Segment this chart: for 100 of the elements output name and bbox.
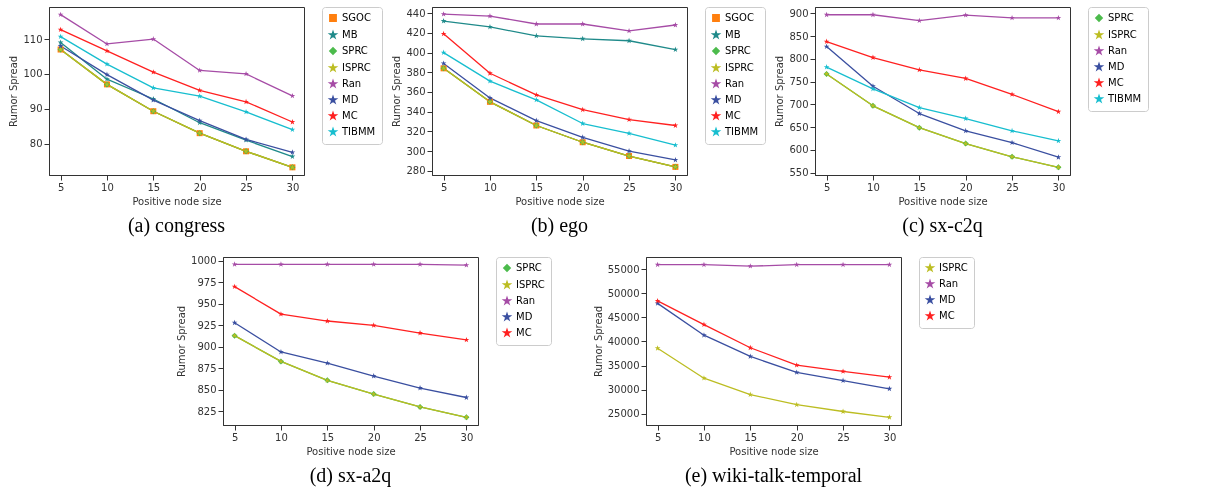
x-tick-label: 15 xyxy=(321,431,335,443)
y-tick-label: 110 xyxy=(23,33,43,45)
x-tick-label: 20 xyxy=(193,181,207,193)
y-tick-label: 850 xyxy=(789,30,809,42)
x-tick-label: 25 xyxy=(414,431,427,443)
legend-label: MC xyxy=(939,310,955,321)
x-tick-label: 20 xyxy=(367,431,381,443)
x-tick-label: 10 xyxy=(698,431,711,443)
text: (d) sx-a2q xyxy=(309,464,392,487)
y-tick-label: 950 xyxy=(197,298,217,310)
legend-label: ISPRC xyxy=(725,62,754,73)
y-tick-label: 420 xyxy=(406,27,426,39)
legend-label: MD xyxy=(516,311,533,322)
x-tick-label: 25 xyxy=(837,431,850,443)
x-tick-label: 10 xyxy=(867,181,880,193)
legend-label: Ran xyxy=(516,295,536,306)
y-tick-label: 850 xyxy=(197,384,217,396)
y-tick-label: 50000 xyxy=(607,287,640,299)
legend-label: SPRC xyxy=(342,45,368,56)
legend-label: MD xyxy=(725,94,742,105)
y-tick-label: 280 xyxy=(406,165,426,177)
y-tick-label: 550 xyxy=(789,167,809,179)
x-tick-label: 25 xyxy=(240,181,253,193)
y-axis-title: Rumor Spread xyxy=(176,305,188,378)
x-axis-title: Positive node size xyxy=(132,195,222,207)
legend-label: MB xyxy=(725,29,741,40)
x-tick-label: 10 xyxy=(101,181,114,193)
legend-label: SPRC xyxy=(516,262,542,273)
legend-label: Ran xyxy=(939,278,959,289)
legend-label: ISPRC xyxy=(516,279,545,290)
legend-label: MD xyxy=(342,94,359,105)
y-tick-label: 875 xyxy=(197,362,217,374)
legend-label: MC xyxy=(725,110,741,121)
legend-label: MC xyxy=(1108,77,1124,88)
x-tick-label: 5 xyxy=(440,181,448,193)
x-tick-label: 30 xyxy=(1052,181,1066,193)
legend-label: SGOC xyxy=(725,12,754,23)
y-tick-label: 1000 xyxy=(191,255,217,267)
x-tick-label: 10 xyxy=(275,431,288,443)
legend-label: ISPRC xyxy=(939,262,968,273)
x-tick-label: 30 xyxy=(883,431,897,443)
y-tick-label: 320 xyxy=(406,125,426,137)
y-tick-label: 100 xyxy=(23,68,43,80)
legend-label: MC xyxy=(516,327,532,338)
text: (e) wiki-talk-temporal xyxy=(684,464,863,487)
y-tick-label: 360 xyxy=(406,86,426,98)
x-axis-title: Positive node size xyxy=(515,195,605,207)
legend-label: TIBMM xyxy=(341,126,376,137)
y-tick-label: 340 xyxy=(406,106,426,118)
y-tick-label: 400 xyxy=(406,47,426,59)
y-tick-label: 90 xyxy=(29,103,43,115)
legend-label: TIBMM xyxy=(1107,93,1142,104)
x-tick-label: 15 xyxy=(147,181,161,193)
x-axis-title: Positive node size xyxy=(898,195,988,207)
y-axis-title: Rumor Spread xyxy=(8,55,20,128)
x-tick-label: 25 xyxy=(1006,181,1019,193)
text: (c) sx-c2q xyxy=(902,214,983,237)
x-axis-title: Positive node size xyxy=(306,445,396,457)
x-tick-label: 5 xyxy=(823,181,831,193)
x-tick-label: 10 xyxy=(484,181,497,193)
y-axis-title: Rumor Spread xyxy=(774,55,786,128)
text: (b) ego xyxy=(530,214,589,237)
y-tick-label: 45000 xyxy=(607,311,640,323)
y-tick-label: 900 xyxy=(789,7,809,19)
x-axis-title: Positive node size xyxy=(729,445,819,457)
legend-label: ISPRC xyxy=(342,62,371,73)
y-tick-label: 750 xyxy=(789,76,809,88)
y-tick-label: 700 xyxy=(789,98,809,110)
y-tick-label: 30000 xyxy=(607,384,640,396)
y-tick-label: 35000 xyxy=(607,360,640,372)
legend-label: Ran xyxy=(725,78,745,89)
x-tick-label: 20 xyxy=(576,181,590,193)
x-tick-label: 30 xyxy=(460,431,474,443)
legend-label: Ran xyxy=(342,78,362,89)
legend-label: SPRC xyxy=(1108,12,1134,23)
legend-label: SPRC xyxy=(725,45,751,56)
y-tick-label: 300 xyxy=(406,145,426,157)
y-tick-label: 440 xyxy=(406,7,426,19)
x-tick-label: 25 xyxy=(623,181,636,193)
y-tick-label: 80 xyxy=(29,138,43,150)
legend-label: MD xyxy=(1108,61,1125,72)
y-tick-label: 380 xyxy=(406,66,426,78)
y-axis-title: Rumor Spread xyxy=(391,55,403,128)
y-tick-label: 900 xyxy=(197,341,217,353)
y-tick-label: 825 xyxy=(197,405,217,417)
y-axis-title: Rumor Spread xyxy=(592,305,604,378)
x-tick-label: 5 xyxy=(231,431,239,443)
y-tick-label: 975 xyxy=(197,276,217,288)
x-tick-label: 30 xyxy=(286,181,300,193)
y-tick-label: 650 xyxy=(789,121,809,133)
x-tick-label: 30 xyxy=(669,181,683,193)
y-tick-label: 925 xyxy=(197,319,217,331)
y-tick-label: 55000 xyxy=(607,263,640,275)
legend-label: SGOC xyxy=(342,12,371,23)
y-tick-label: 40000 xyxy=(607,335,640,347)
legend-label: MC xyxy=(342,110,358,121)
text: (a) congress xyxy=(127,214,226,237)
y-tick-label: 600 xyxy=(789,144,809,156)
legend-label: TIBMM xyxy=(724,126,759,137)
x-tick-label: 5 xyxy=(654,431,662,443)
